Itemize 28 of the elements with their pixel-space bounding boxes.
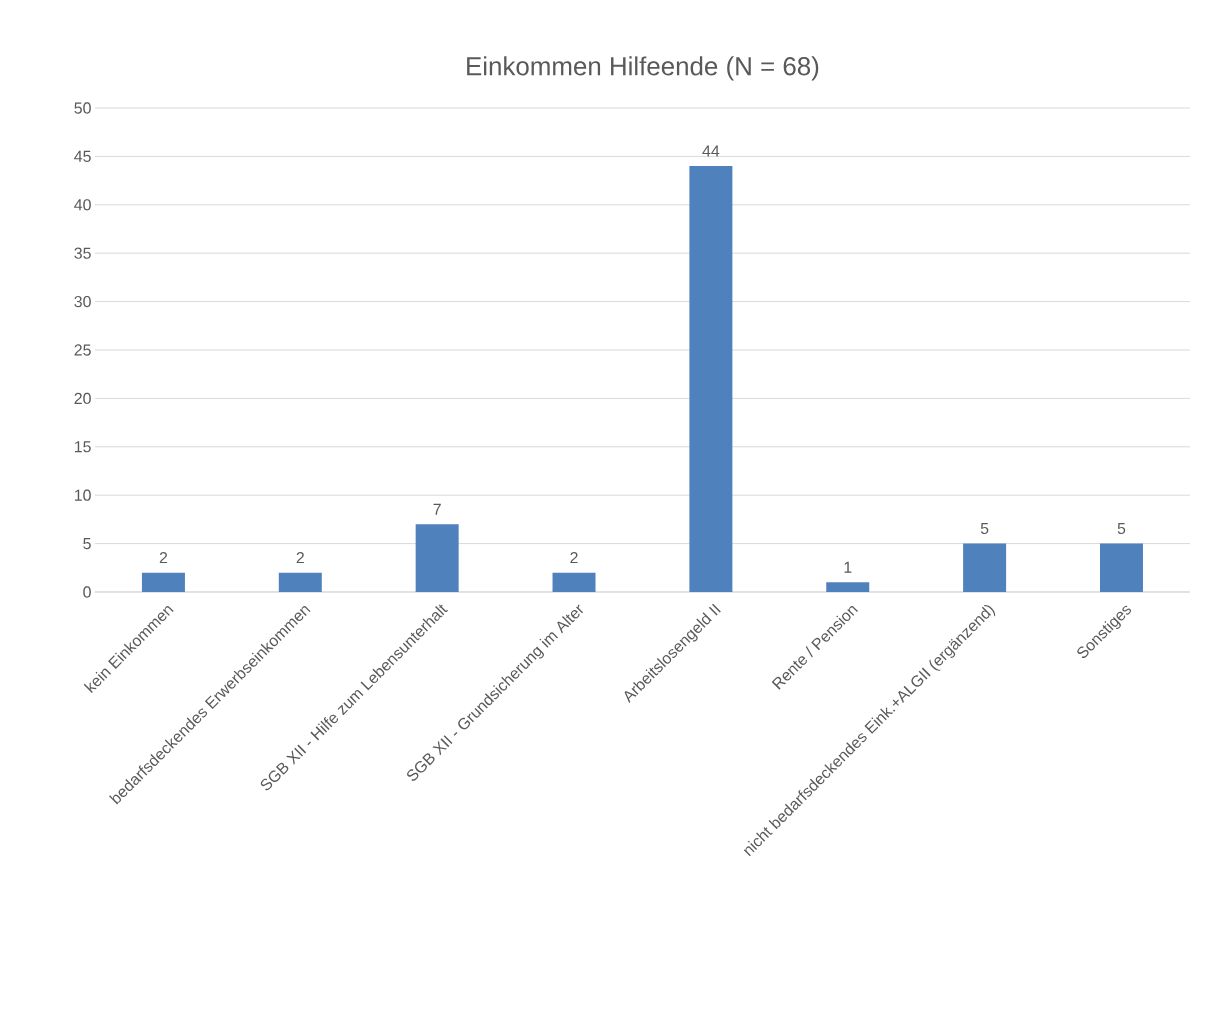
y-tick-label: 25 <box>74 344 91 356</box>
bar <box>689 166 733 592</box>
bar <box>415 524 459 592</box>
bar <box>141 572 185 592</box>
y-tick-label: 5 <box>83 538 91 550</box>
y-tick-label: 50 <box>74 102 91 114</box>
bar <box>1099 543 1143 592</box>
y-tick-label: 30 <box>74 295 91 308</box>
data-label: 7 <box>433 503 441 515</box>
y-tick-label: 10 <box>74 489 91 501</box>
data-label: 2 <box>296 551 304 564</box>
bar <box>552 572 596 592</box>
data-label: 1 <box>844 561 852 573</box>
y-tick-label: 35 <box>74 247 91 259</box>
y-tick-label: 0 <box>83 586 91 598</box>
y-tick-label: 40 <box>74 199 91 211</box>
data-label: 44 <box>702 145 720 157</box>
y-tick-label: 45 <box>74 150 91 162</box>
data-label: 5 <box>980 522 989 535</box>
data-label: 2 <box>570 551 578 564</box>
bar <box>826 582 870 592</box>
y-tick-label: 20 <box>74 392 91 405</box>
data-label: 2 <box>159 551 168 564</box>
bar <box>963 543 1007 592</box>
y-tick-label: 15 <box>74 441 91 453</box>
data-label: 5 <box>1117 522 1126 535</box>
bar <box>278 572 322 592</box>
chart-title: Einkommen Hilfeende (N = 68) <box>467 56 819 81</box>
